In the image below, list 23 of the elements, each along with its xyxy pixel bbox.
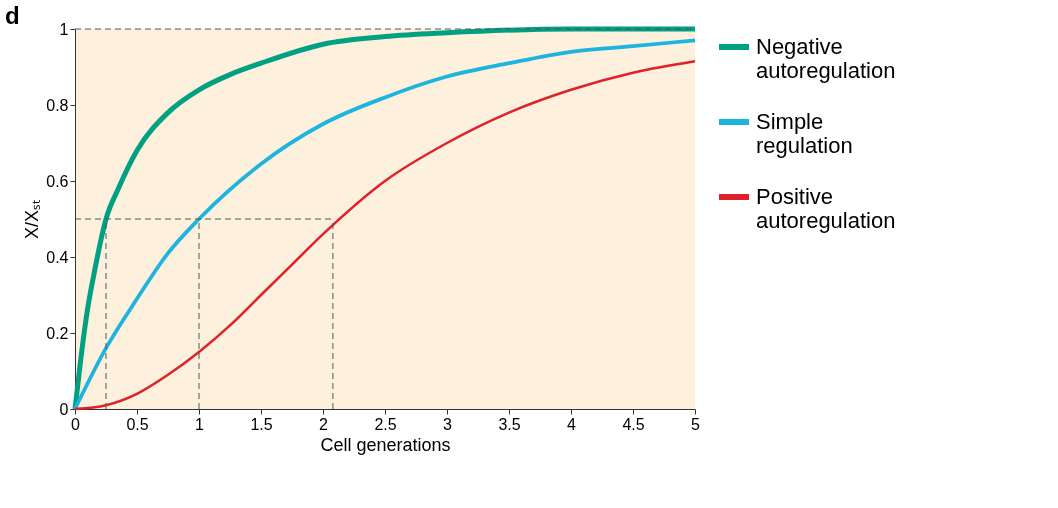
x-tick-label: 0.5 bbox=[126, 415, 149, 433]
legend-label: Negative autoregulation bbox=[756, 34, 896, 83]
x-tick-label: 0 bbox=[71, 415, 81, 433]
x-tick-label: 2.5 bbox=[374, 415, 397, 433]
x-tick-label: 1.5 bbox=[250, 415, 273, 433]
text: d bbox=[5, 2, 20, 29]
x-tick-label: 3 bbox=[443, 415, 453, 433]
y-tick-label: 1 bbox=[59, 20, 69, 38]
x-axis-title: Cell generations bbox=[320, 434, 451, 455]
y-tick-label: 0.2 bbox=[46, 324, 69, 342]
y-tick-label: 0.4 bbox=[46, 248, 69, 266]
legend-label: Positive autoregulation bbox=[756, 184, 896, 233]
y-tick-label: 0.8 bbox=[46, 96, 69, 114]
y-tick-label: 0.6 bbox=[46, 172, 69, 190]
x-tick-label: 1 bbox=[195, 415, 205, 433]
x-tick-label: 4.5 bbox=[622, 415, 645, 433]
x-tick-label: 3.5 bbox=[498, 415, 521, 433]
y-axis-title: X/Xₛₜ bbox=[22, 199, 43, 240]
legend-label: Simple regulation bbox=[756, 109, 853, 158]
x-tick-label: 4 bbox=[567, 415, 577, 433]
y-tick-label: 0 bbox=[59, 400, 69, 418]
x-tick-label: 2 bbox=[319, 415, 329, 433]
x-tick-label: 5 bbox=[691, 415, 701, 433]
